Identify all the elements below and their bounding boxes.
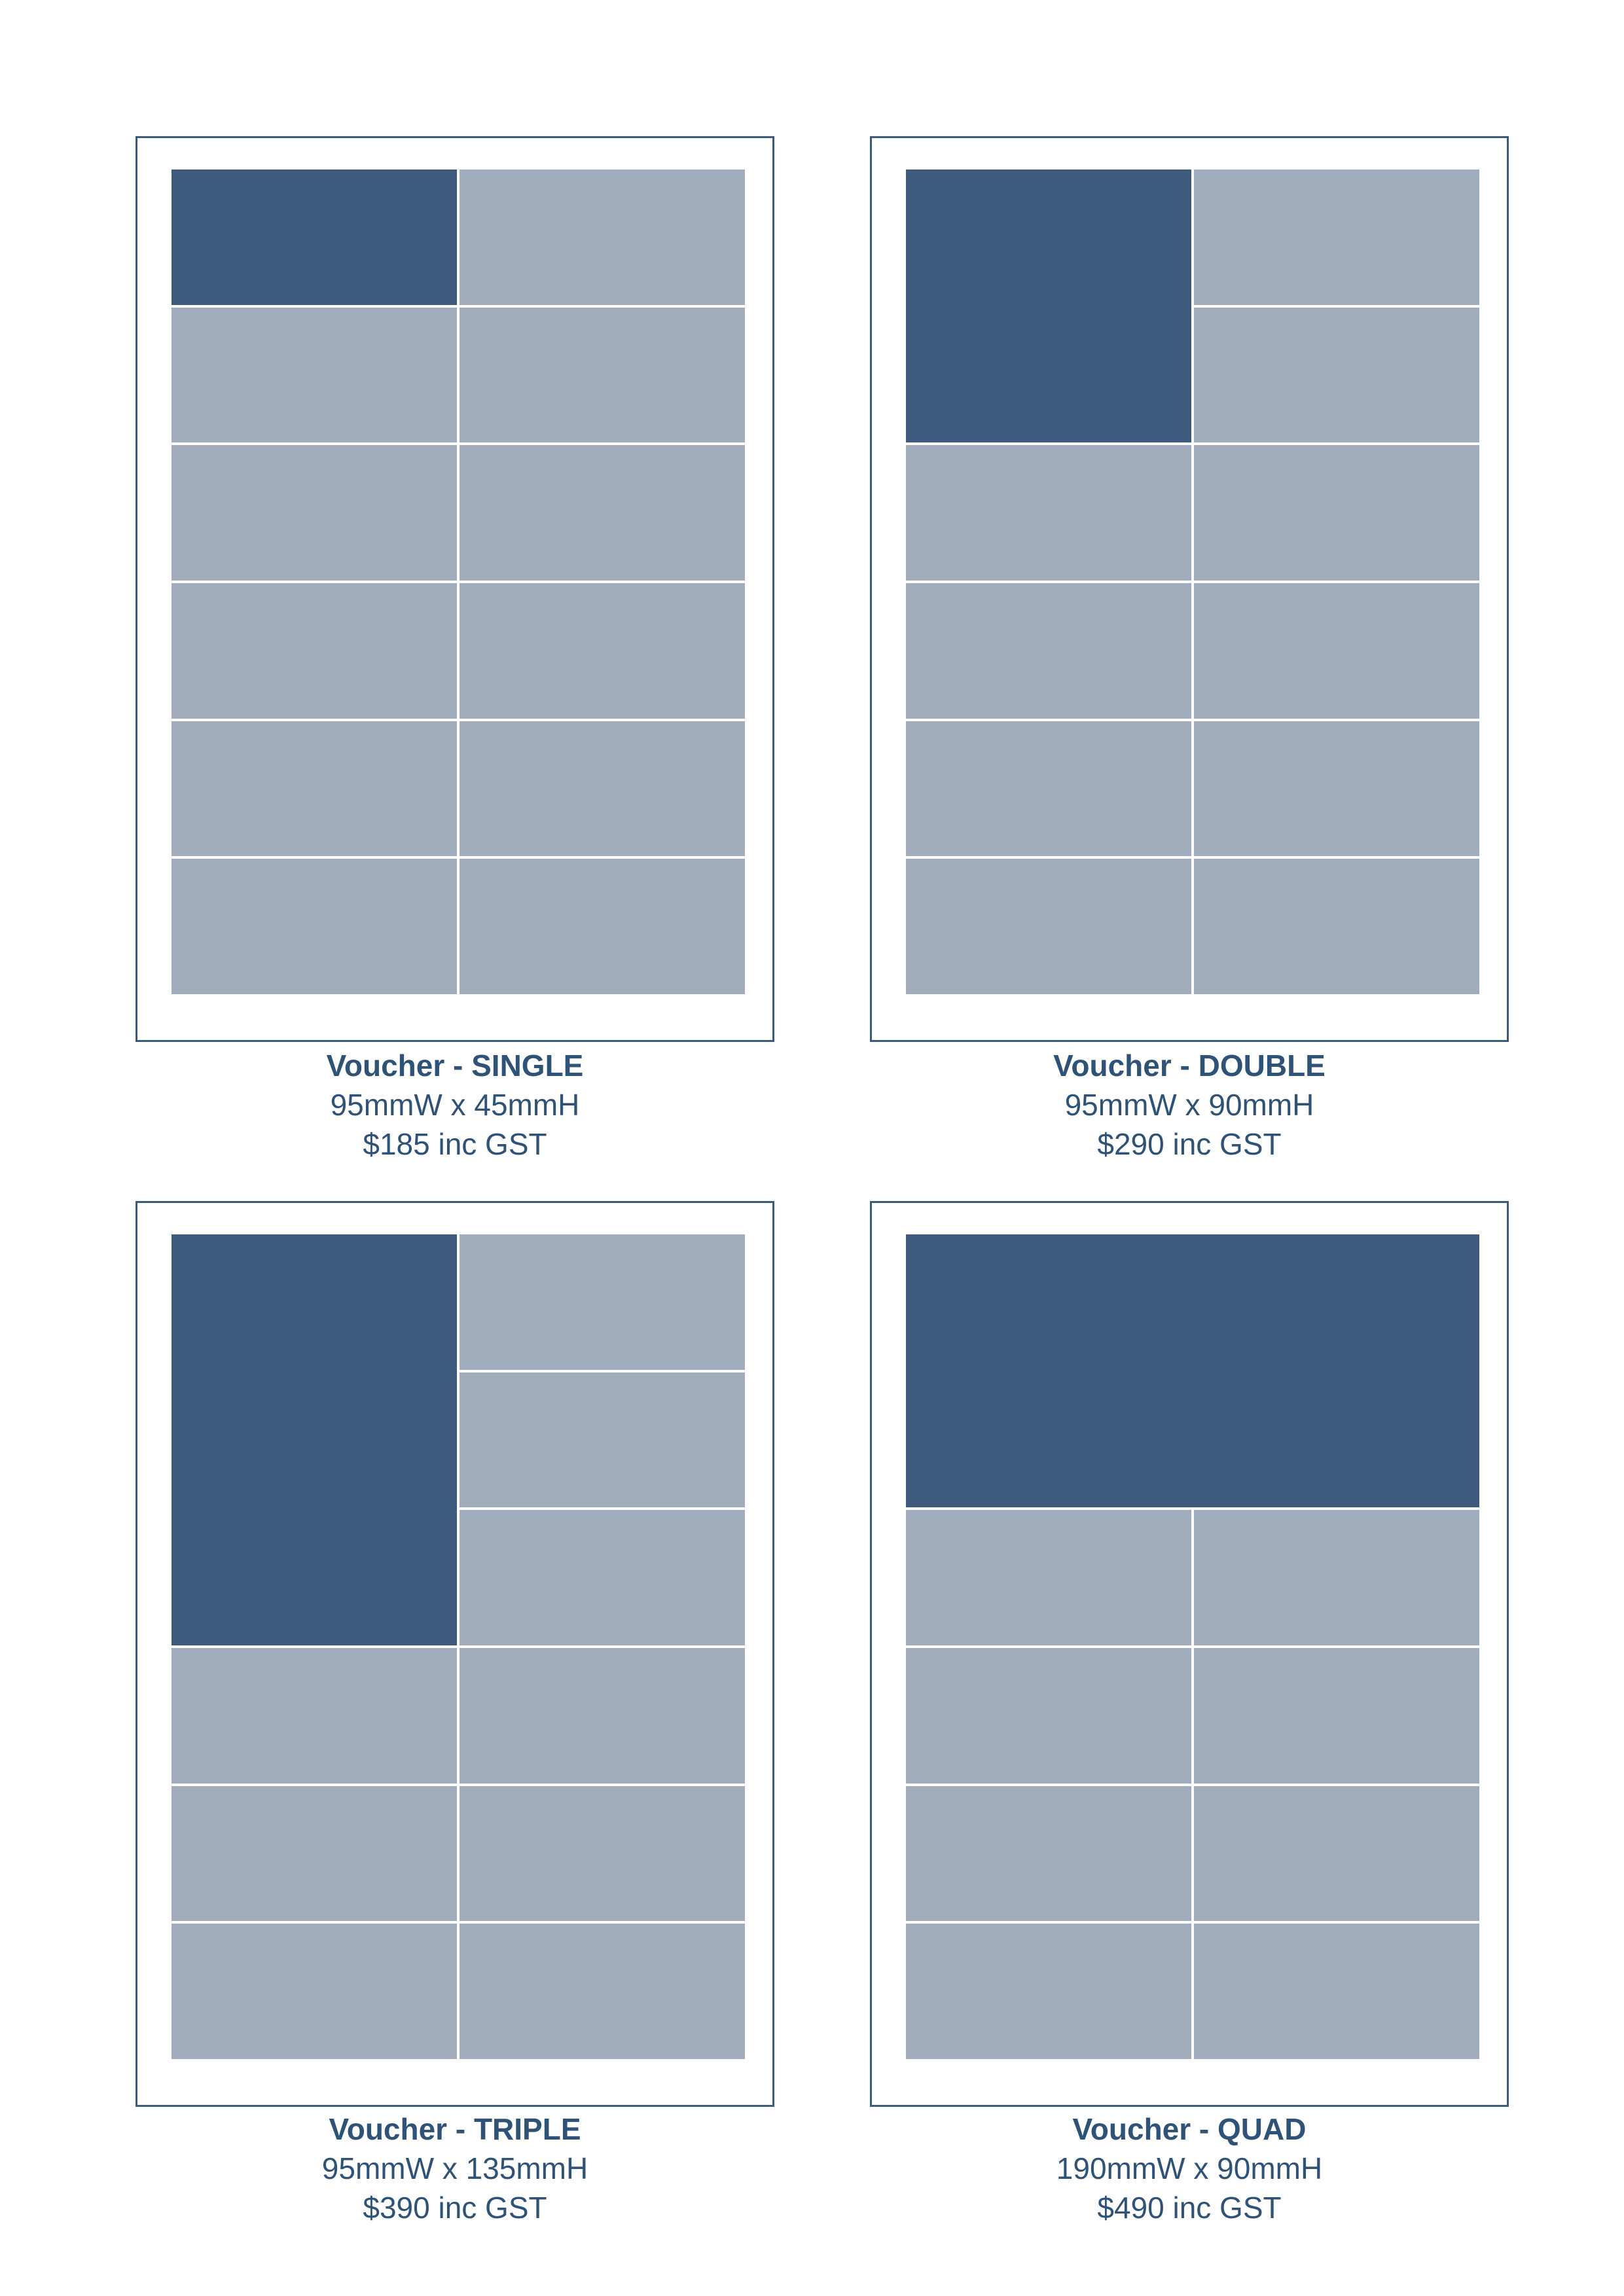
grid-cell: [1193, 306, 1481, 444]
voucher-single-grid: [170, 168, 746, 996]
grid-cell: [458, 857, 746, 996]
grid-cell: [1193, 857, 1481, 996]
grid-cell: [1193, 168, 1481, 306]
grid-cell: [905, 857, 1193, 996]
grid-cell: [458, 444, 746, 582]
voucher-quad-panel: [870, 1201, 1509, 2107]
grid-cell: [1193, 1509, 1481, 1647]
voucher-single-size: 95mmW x 45mmH: [330, 1088, 580, 1122]
grid-cell: [458, 1784, 746, 1923]
voucher-single-panel: [135, 136, 774, 1042]
voucher-quad-grid: [905, 1233, 1481, 2060]
grid-cell: [905, 1647, 1193, 1785]
voucher-single-price: $185 inc GST: [363, 1127, 547, 1161]
voucher-highlight-area: [170, 1233, 458, 1647]
voucher-quad-title: Voucher - QUAD: [1072, 2112, 1307, 2146]
grid-cell: [905, 1784, 1193, 1923]
voucher-triple-price: $390 inc GST: [363, 2191, 547, 2225]
grid-cell: [458, 168, 746, 306]
voucher-highlight-area: [905, 1233, 1481, 1509]
grid-cell: [170, 857, 458, 996]
voucher-quad-size: 190mmW x 90mmH: [1056, 2151, 1323, 2185]
grid-cell: [170, 1784, 458, 1923]
grid-cell: [1193, 1784, 1481, 1923]
grid-cell: [1193, 719, 1481, 858]
grid-cell: [1193, 1922, 1481, 2060]
voucher-triple-caption: Voucher - TRIPLE 95mmW x 135mmH $390 inc…: [135, 2109, 774, 2227]
voucher-highlight-area: [170, 168, 458, 306]
voucher-highlight-area: [905, 168, 1193, 444]
voucher-quad-caption: Voucher - QUAD 190mmW x 90mmH $490 inc G…: [870, 2109, 1509, 2227]
voucher-double-grid: [905, 168, 1481, 996]
voucher-triple-size: 95mmW x 135mmH: [321, 2151, 588, 2185]
grid-cell: [905, 1922, 1193, 2060]
grid-cell: [905, 582, 1193, 720]
voucher-double-panel: [870, 136, 1509, 1042]
voucher-double-price: $290 inc GST: [1097, 1127, 1282, 1161]
voucher-triple-grid: [170, 1233, 746, 2060]
grid-cell: [1193, 582, 1481, 720]
grid-cell: [905, 444, 1193, 582]
grid-cell: [458, 719, 746, 858]
voucher-double-size: 95mmW x 90mmH: [1064, 1088, 1314, 1122]
grid-cell: [170, 719, 458, 858]
voucher-single-caption: Voucher - SINGLE 95mmW x 45mmH $185 inc …: [135, 1046, 774, 1164]
grid-cell: [458, 1233, 746, 1371]
voucher-single-title: Voucher - SINGLE: [326, 1049, 584, 1083]
grid-cell: [905, 719, 1193, 858]
grid-cell: [1193, 444, 1481, 582]
grid-cell: [170, 582, 458, 720]
grid-cell: [170, 306, 458, 444]
grid-cell: [1193, 1647, 1481, 1785]
voucher-triple-panel: [135, 1201, 774, 2107]
grid-cell: [458, 1371, 746, 1509]
grid-cell: [458, 306, 746, 444]
voucher-triple-title: Voucher - TRIPLE: [329, 2112, 581, 2146]
grid-cell: [170, 1647, 458, 1785]
grid-cell: [170, 444, 458, 582]
grid-cell: [170, 1922, 458, 2060]
grid-cell: [458, 1647, 746, 1785]
voucher-double-caption: Voucher - DOUBLE 95mmW x 90mmH $290 inc …: [870, 1046, 1509, 1164]
grid-cell: [905, 1509, 1193, 1647]
grid-cell: [458, 1922, 746, 2060]
grid-cell: [458, 582, 746, 720]
voucher-quad-price: $490 inc GST: [1097, 2191, 1282, 2225]
voucher-double-title: Voucher - DOUBLE: [1053, 1049, 1326, 1083]
grid-cell: [458, 1509, 746, 1647]
